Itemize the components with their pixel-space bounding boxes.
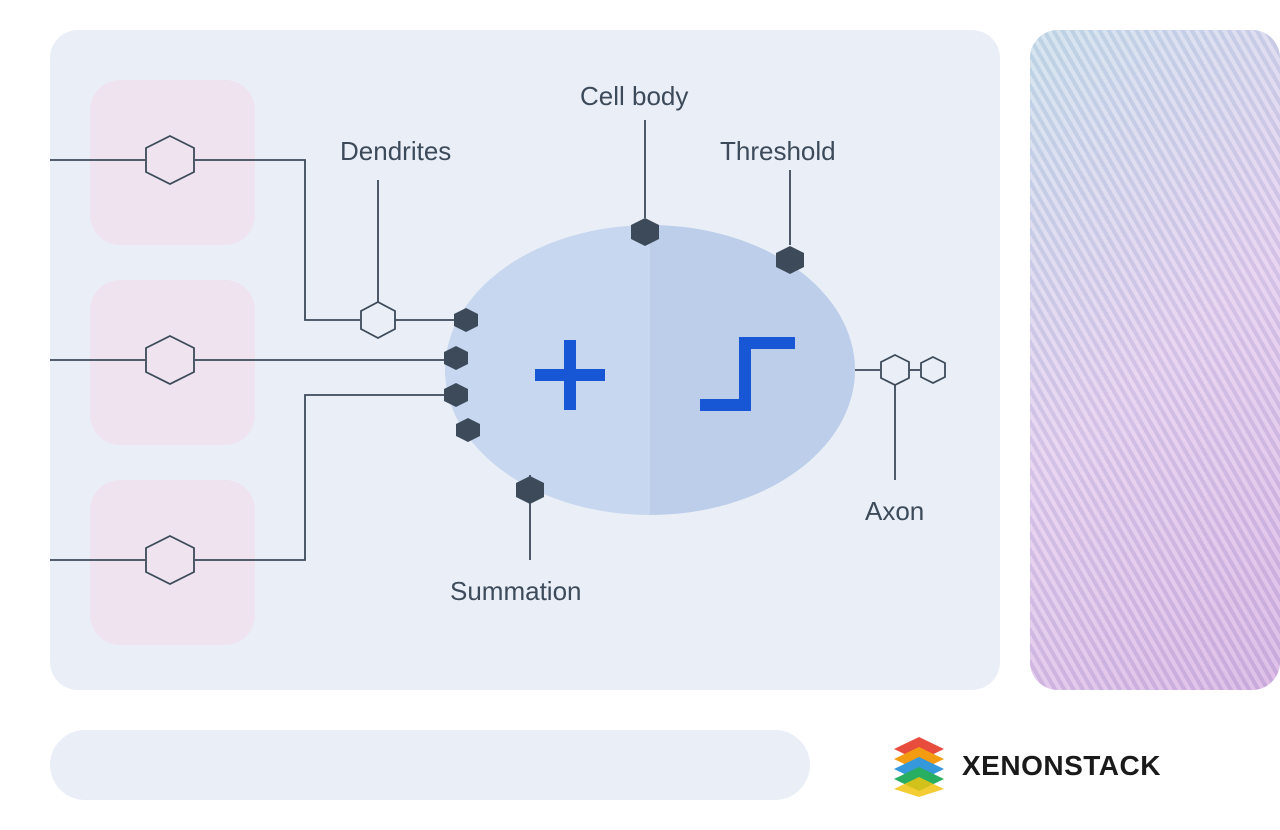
brand-logo: XENONSTACK: [888, 735, 1161, 797]
decorative-panel: [1030, 30, 1280, 690]
label-cell-body: Cell body: [580, 81, 688, 111]
label-axon: Axon: [865, 496, 924, 526]
bottom-pill: [50, 730, 810, 800]
xenonstack-icon: [888, 735, 950, 797]
brand-name: XENONSTACK: [962, 750, 1161, 782]
dendrite-hex: [361, 302, 395, 338]
label-threshold: Threshold: [720, 136, 836, 166]
input-box-1: [90, 80, 255, 245]
input-box-3: [90, 480, 255, 645]
neuron-diagram: Dendrites Cell body Threshold Summation …: [50, 30, 1000, 690]
diagram-card: Dendrites Cell body Threshold Summation …: [50, 30, 1000, 690]
label-summation: Summation: [450, 576, 582, 606]
label-dendrites: Dendrites: [340, 136, 451, 166]
input-box-2: [90, 280, 255, 445]
